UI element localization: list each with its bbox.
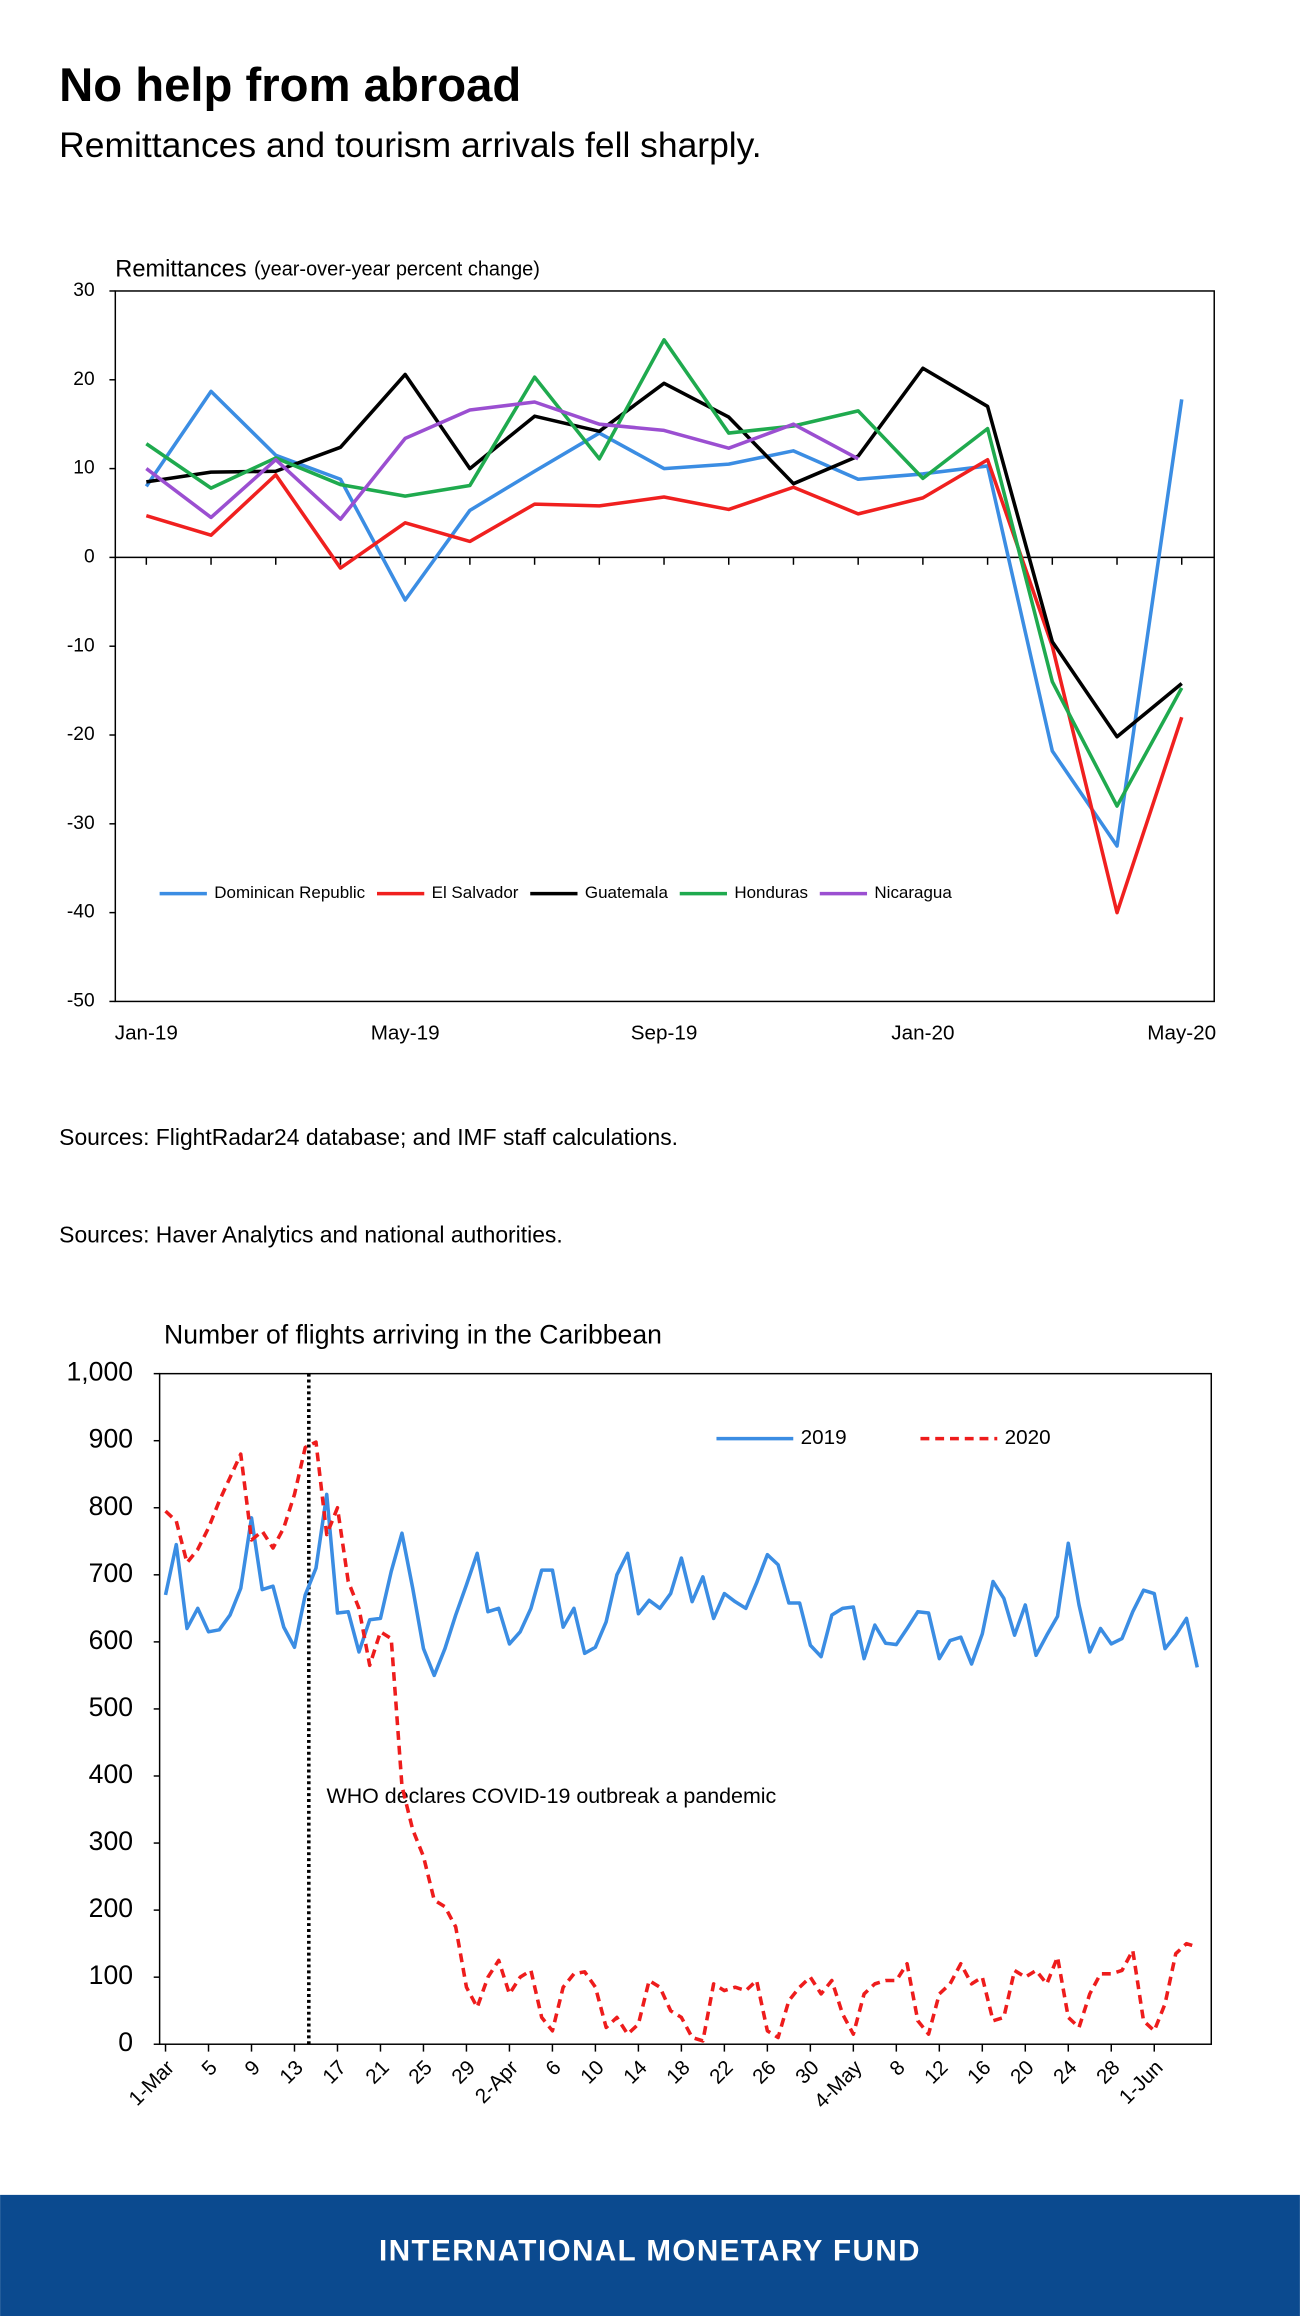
y-tick-label: 200 bbox=[89, 1893, 133, 1923]
chart-title: Number of flights arriving in the Caribb… bbox=[164, 1320, 662, 1350]
y-tick-label: 0 bbox=[84, 546, 95, 567]
legend-label: 2020 bbox=[1005, 1426, 1051, 1449]
x-tick-label: 2-Apr bbox=[471, 2056, 523, 2108]
footer-band bbox=[0, 2194, 1300, 2316]
x-tick-label: 21 bbox=[361, 2056, 394, 2089]
footer-text: INTERNATIONAL MONETARY FUND bbox=[379, 2234, 921, 2267]
source-note: Sources: Haver Analytics and national au… bbox=[59, 1221, 563, 1247]
y-tick-label: 700 bbox=[89, 1558, 133, 1588]
y-tick-label: -10 bbox=[67, 635, 95, 656]
page-subtitle: Remittances and tourism arrivals fell sh… bbox=[59, 125, 761, 165]
legend-label: Dominican Republic bbox=[214, 883, 365, 902]
x-tick-label: 1-Jun bbox=[1115, 2056, 1168, 2109]
x-tick-label: 1-Mar bbox=[124, 2056, 178, 2110]
legend-label: Nicaragua bbox=[874, 883, 952, 902]
x-tick-label: May-19 bbox=[371, 1021, 440, 1044]
x-tick-label: 12 bbox=[920, 2056, 953, 2089]
y-tick-label: 0 bbox=[118, 2027, 133, 2057]
legend-label: Honduras bbox=[734, 883, 808, 902]
page-title: No help from abroad bbox=[59, 59, 521, 112]
y-tick-label: 30 bbox=[73, 280, 94, 301]
x-tick-label: 10 bbox=[576, 2056, 609, 2089]
y-tick-label: 300 bbox=[89, 1826, 133, 1856]
x-tick-label: 22 bbox=[705, 2056, 738, 2089]
y-tick-label: 400 bbox=[89, 1759, 133, 1789]
x-tick-label: 4-May bbox=[810, 2056, 867, 2113]
x-tick-label: 9 bbox=[240, 2056, 264, 2080]
legend-label: Guatemala bbox=[585, 883, 669, 902]
y-tick-label: 500 bbox=[89, 1692, 133, 1722]
annotation: WHO declares COVID-19 outbreak a pandemi… bbox=[327, 1784, 777, 1808]
x-tick-label: 14 bbox=[619, 2056, 652, 2089]
chart-title: Remittances (year-over-year percent chang… bbox=[115, 257, 540, 283]
x-tick-label: Sep-19 bbox=[631, 1021, 698, 1044]
x-tick-label: 29 bbox=[447, 2056, 480, 2089]
x-tick-label: 20 bbox=[1006, 2056, 1039, 2089]
legend-label: 2019 bbox=[801, 1426, 847, 1449]
chart-title-main: Remittances bbox=[115, 257, 246, 283]
y-tick-label: -20 bbox=[67, 724, 95, 745]
x-tick-label: Jan-20 bbox=[891, 1021, 954, 1044]
source-note: Sources: FlightRadar24 database; and IMF… bbox=[59, 1124, 678, 1150]
y-tick-label: 600 bbox=[89, 1625, 133, 1655]
series-line bbox=[145, 400, 860, 521]
x-tick-label: 5 bbox=[197, 2056, 221, 2080]
chart-subtitle: (year-over-year percent change) bbox=[254, 259, 540, 281]
x-tick-label: 30 bbox=[791, 2056, 824, 2089]
series-line bbox=[164, 1440, 1198, 2043]
y-tick-label: -30 bbox=[67, 813, 95, 834]
series-line bbox=[146, 366, 1183, 739]
y-tick-label: 1,000 bbox=[67, 1357, 134, 1387]
y-tick-label: 100 bbox=[89, 1960, 133, 1990]
series-line bbox=[145, 338, 1184, 808]
x-tick-label: 25 bbox=[404, 2056, 437, 2089]
x-tick-label: 6 bbox=[541, 2056, 565, 2080]
x-tick-label: May-20 bbox=[1147, 1021, 1216, 1044]
x-tick-label: 18 bbox=[662, 2056, 695, 2089]
series-line bbox=[145, 457, 1184, 915]
x-tick-label: 8 bbox=[885, 2056, 909, 2080]
x-tick-label: 13 bbox=[275, 2056, 308, 2089]
plot-area bbox=[158, 1372, 1213, 2045]
y-tick-label: 800 bbox=[89, 1491, 133, 1521]
x-tick-label: 26 bbox=[748, 2056, 781, 2089]
series-line bbox=[144, 389, 1184, 848]
y-tick-label: -40 bbox=[67, 902, 95, 923]
x-tick-label: Jan-19 bbox=[115, 1021, 178, 1044]
y-tick-label: 10 bbox=[73, 458, 94, 479]
x-tick-label: 28 bbox=[1092, 2056, 1125, 2089]
x-tick-label: 17 bbox=[318, 2056, 351, 2089]
legend-label: El Salvador bbox=[432, 883, 519, 902]
y-tick-label: -50 bbox=[67, 991, 95, 1012]
x-tick-label: 16 bbox=[963, 2056, 996, 2089]
y-tick-label: 900 bbox=[89, 1424, 133, 1454]
y-tick-label: 20 bbox=[73, 369, 94, 390]
series-line bbox=[163, 1492, 1199, 1678]
x-tick-label: 24 bbox=[1049, 2056, 1082, 2089]
